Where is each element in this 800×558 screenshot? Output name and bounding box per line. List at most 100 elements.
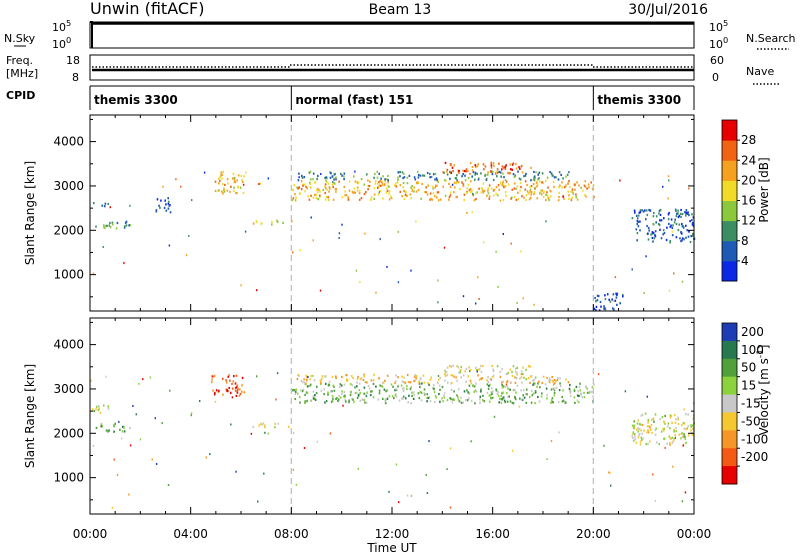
power-echo-speck xyxy=(191,199,193,202)
power-colorbar-label: 8 xyxy=(741,234,749,248)
velocity-echo-cell xyxy=(481,377,484,380)
power-echo-cell xyxy=(417,189,420,192)
velocity-echo-cell xyxy=(324,382,327,385)
power-echo-cell xyxy=(501,184,504,187)
velocity-echo-cell xyxy=(456,379,458,382)
power-echo-cell xyxy=(229,190,231,193)
power-echo-cell xyxy=(483,190,486,193)
power-echo-cell xyxy=(654,233,656,237)
power-echo-cell xyxy=(525,194,528,197)
power-echo-cell xyxy=(648,229,650,232)
power-echo-speck xyxy=(203,171,206,174)
velocity-echo-cell xyxy=(433,391,436,394)
velocity-echo-cell xyxy=(502,385,505,388)
power-echo-cell xyxy=(490,187,493,190)
power-echo-cell xyxy=(315,193,317,196)
velocity-echo-cell xyxy=(383,388,386,391)
velocity-echo-cell xyxy=(211,375,214,378)
velocity-echo-cell xyxy=(102,404,105,407)
power-echo-cell xyxy=(646,213,649,217)
velocity-echo-cell xyxy=(548,377,551,380)
power-echo-cell xyxy=(351,190,354,193)
velocity-echo-cell xyxy=(633,433,636,436)
power-echo-cell xyxy=(446,168,449,171)
power-echo-cell xyxy=(597,295,600,298)
power-echo-cell xyxy=(478,187,480,190)
power-echo-cell xyxy=(487,192,490,195)
power-echo-cell xyxy=(214,189,217,193)
velocity-echo-cell xyxy=(241,384,243,387)
velocity-echo-cell xyxy=(649,428,652,431)
power-echo-cell xyxy=(324,183,327,186)
power-echo-cell xyxy=(657,222,660,226)
velocity-echo-cell xyxy=(415,377,417,380)
velocity-echo-cell xyxy=(301,390,304,393)
power-echo-cell xyxy=(655,215,658,218)
power-echo-speck xyxy=(364,232,366,235)
power-echo-cell xyxy=(377,186,379,189)
power-echo-cell xyxy=(564,186,566,189)
power-echo-cell xyxy=(609,300,612,303)
power-echo-cell xyxy=(233,181,236,184)
power-echo-cell xyxy=(403,172,405,175)
power-echo-cell xyxy=(545,179,547,182)
velocity-echo-cell xyxy=(287,425,290,428)
velocity-echo-cell xyxy=(357,375,359,379)
cpid-segment-label: themis 3300 xyxy=(597,93,681,107)
velocity-echo-cell xyxy=(528,365,530,368)
velocity-echo-cell xyxy=(323,388,326,391)
velocity-echo-cell xyxy=(351,397,353,400)
power-echo-cell xyxy=(476,191,478,194)
power-echo-cell xyxy=(638,211,641,214)
velocity-echo-cell xyxy=(260,422,262,425)
velocity-echo-cell xyxy=(438,392,440,396)
velocity-echo-cell xyxy=(321,375,324,378)
power-echo-cell xyxy=(667,213,670,216)
velocity-echo-cell xyxy=(304,393,306,396)
power-echo-cell xyxy=(123,225,126,228)
velocity-echo-cell xyxy=(668,435,671,438)
power-echo-speck xyxy=(545,220,547,223)
velocity-echo-cell xyxy=(550,401,552,404)
power-echo-cell xyxy=(533,191,536,194)
velocity-colorbar-label: 100 xyxy=(741,343,764,357)
power-echo-cell xyxy=(562,177,564,180)
power-echo-cell xyxy=(232,172,235,175)
power-echo-cell xyxy=(163,206,166,209)
power-echo-cell xyxy=(519,189,521,192)
power-echo-cell xyxy=(529,185,532,188)
velocity-echo-cell xyxy=(235,374,238,377)
velocity-echo-cell xyxy=(640,429,642,432)
velocity-echo-cell xyxy=(685,413,687,416)
power-echo-cell xyxy=(503,186,505,189)
power-echo-cell xyxy=(358,198,361,201)
power-echo-cell xyxy=(491,170,493,174)
power-echo-cell xyxy=(490,164,493,167)
power-echo-cell xyxy=(519,178,522,181)
velocity-echo-cell xyxy=(692,427,694,430)
power-echo-cell xyxy=(685,236,687,239)
power-echo-cell xyxy=(403,190,406,193)
velocity-echo-cell xyxy=(673,428,675,432)
power-echo-cell xyxy=(402,186,404,189)
power-echo-cell xyxy=(326,180,328,183)
velocity-echo-cell xyxy=(274,422,276,425)
power-echo-speck xyxy=(410,269,412,272)
power-echo-cell xyxy=(343,175,345,178)
power-echo-cell xyxy=(686,212,689,215)
power-echo-cell xyxy=(403,176,406,179)
velocity-echo-cell xyxy=(312,390,315,393)
power-echo-cell xyxy=(432,187,434,190)
power-echo-cell xyxy=(303,176,306,179)
power-echo-cell xyxy=(692,232,694,235)
power-echo-speck xyxy=(533,303,535,306)
velocity-echo-cell xyxy=(343,390,346,394)
velocity-echo-cell xyxy=(553,382,556,385)
velocity-echo-cell xyxy=(345,374,347,377)
velocity-echo-cell xyxy=(400,384,403,387)
power-echo-cell xyxy=(603,307,605,310)
power-echo-cell xyxy=(425,191,427,194)
velocity-echo-cell xyxy=(561,395,563,399)
power-echo-cell xyxy=(487,171,489,174)
